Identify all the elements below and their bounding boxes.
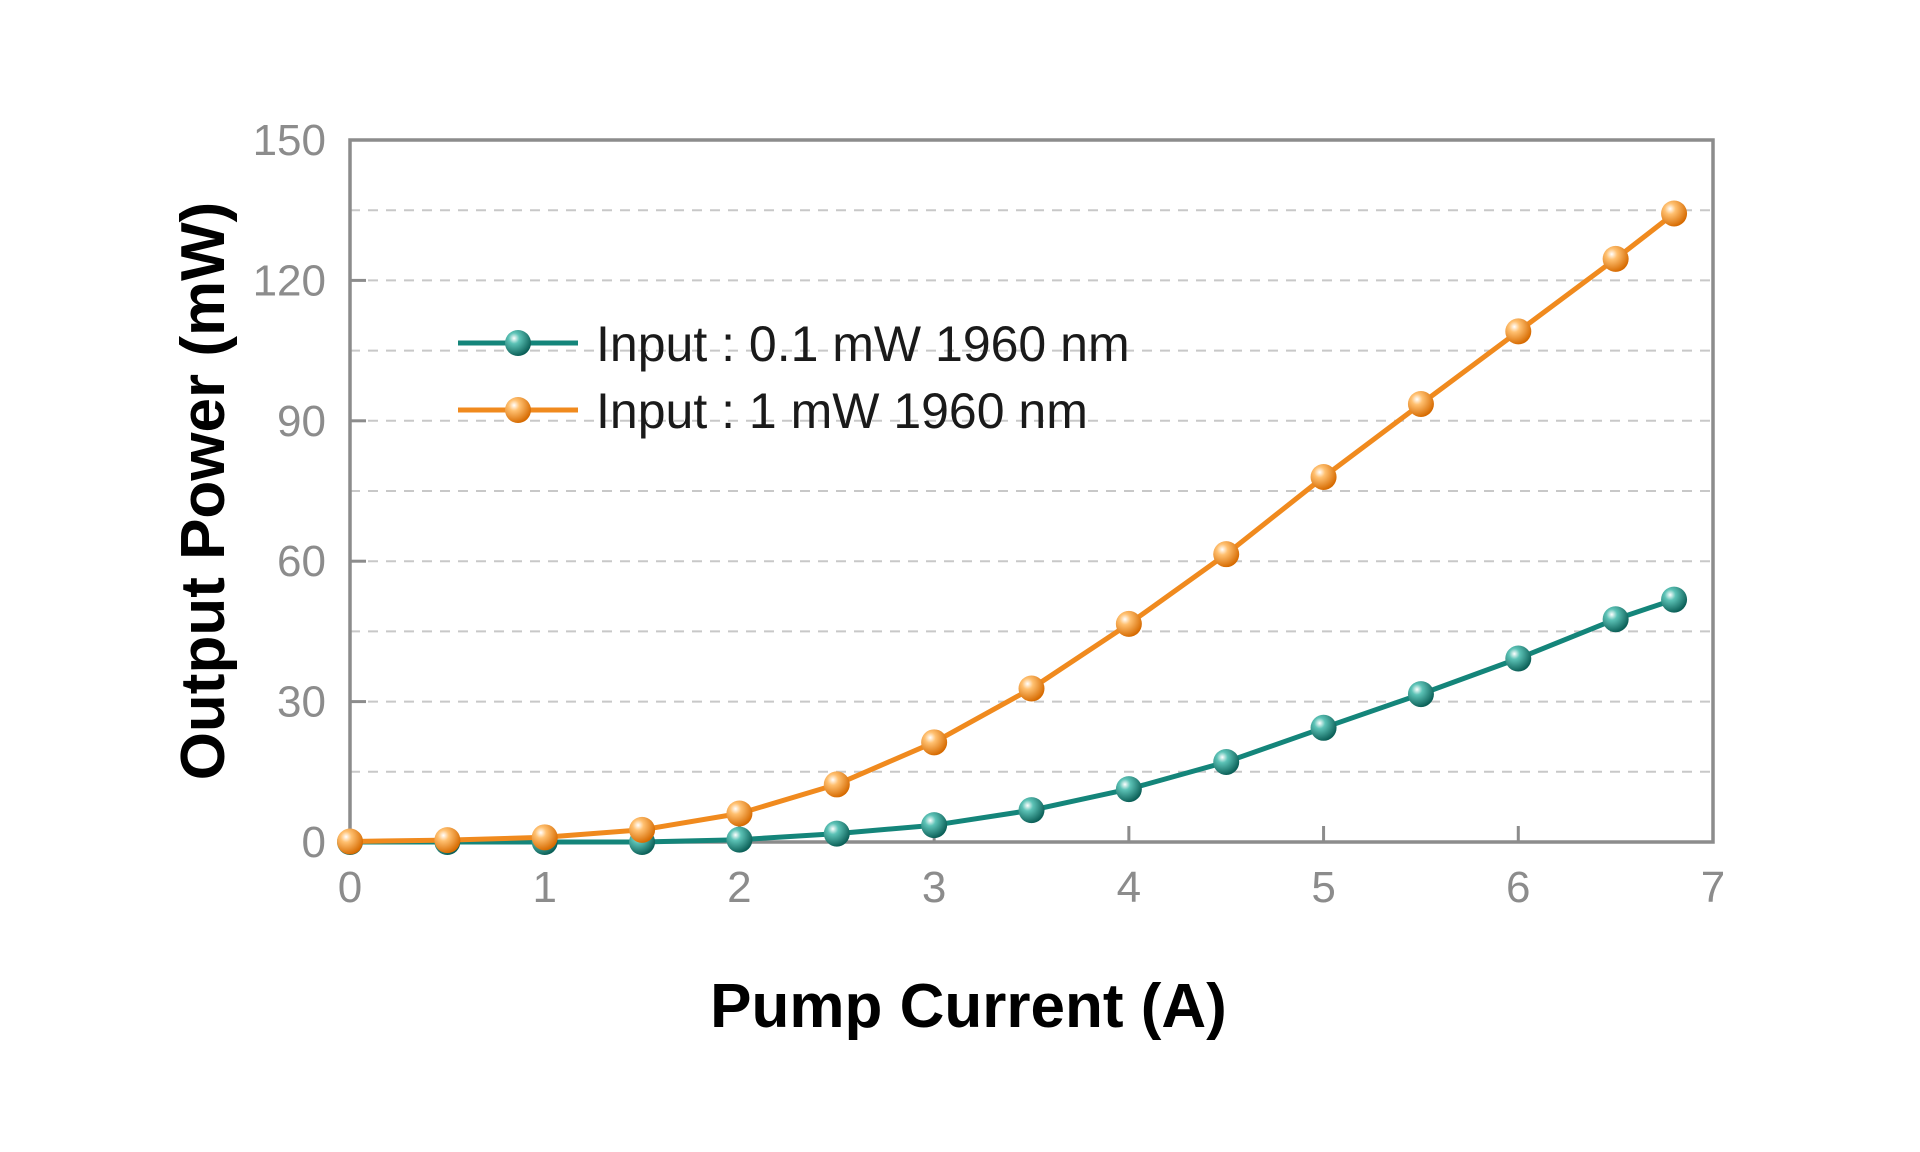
data-point [1661, 586, 1688, 613]
grid-lines [350, 209, 1713, 773]
y-tick-label: 60 [277, 537, 326, 586]
series-0 [337, 586, 1688, 855]
y-tick-label: 150 [253, 116, 326, 165]
data-point [1407, 681, 1434, 708]
data-point [1213, 541, 1240, 568]
legend-swatch-marker-1 [505, 397, 531, 423]
data-point [1407, 390, 1434, 417]
data-point [921, 812, 948, 839]
x-tick-label: 5 [1311, 863, 1335, 912]
plot-frame [348, 138, 1715, 844]
data-point [1310, 463, 1337, 490]
y-tick-label: 0 [302, 818, 326, 867]
data-point [629, 816, 656, 843]
data-point [726, 826, 753, 853]
data-point [1602, 606, 1629, 633]
data-point [921, 729, 948, 756]
data-point [726, 800, 753, 827]
data-point [1661, 200, 1688, 227]
series-1 [337, 200, 1688, 855]
series-line-1 [349, 211, 1676, 844]
x-tick-label: 0 [338, 863, 362, 912]
data-point [434, 827, 461, 854]
x-tick-label: 2 [727, 863, 751, 912]
axis-ticks: 0 1 2 3 4 5 6 7 0 30 60 90 120 150 [253, 116, 1726, 912]
x-tick-label: 1 [532, 863, 556, 912]
y-tick-label: 30 [277, 678, 326, 727]
data-point [1213, 748, 1240, 775]
legend-label-1: Input : 1 mW 1960 nm [596, 383, 1088, 439]
data-point [1018, 675, 1045, 702]
data-point [1602, 245, 1629, 272]
data-point [1310, 714, 1337, 741]
data-point [1115, 610, 1142, 637]
series-layer [337, 200, 1688, 855]
legend-entry-1: Input : 1 mW 1960 nm [458, 383, 1088, 439]
legend-label-0: Input : 0.1 mW 1960 nm [596, 316, 1130, 372]
data-point [531, 824, 558, 851]
data-point [823, 820, 850, 847]
legend: Input : 0.1 mW 1960 nm Input : 1 mW 1960… [458, 316, 1130, 439]
series-line-0 [350, 597, 1675, 845]
data-point [823, 771, 850, 798]
y-tick-label: 90 [277, 397, 326, 446]
x-tick-label: 7 [1701, 863, 1725, 912]
x-axis-title: Pump Current (A) [710, 972, 1227, 1041]
data-point [1505, 645, 1532, 672]
y-tick-label: 120 [253, 256, 326, 305]
x-tick-label: 6 [1506, 863, 1530, 912]
legend-entry-0: Input : 0.1 mW 1960 nm [458, 316, 1130, 372]
x-tick-label: 3 [922, 863, 946, 912]
data-point [1115, 776, 1142, 803]
data-point [1018, 797, 1045, 824]
data-point [1505, 318, 1532, 345]
y-axis-title: Output Power (mW) [169, 202, 238, 781]
legend-swatch-marker-0 [505, 330, 531, 356]
x-tick-label: 4 [1117, 863, 1141, 912]
data-point [337, 828, 363, 855]
